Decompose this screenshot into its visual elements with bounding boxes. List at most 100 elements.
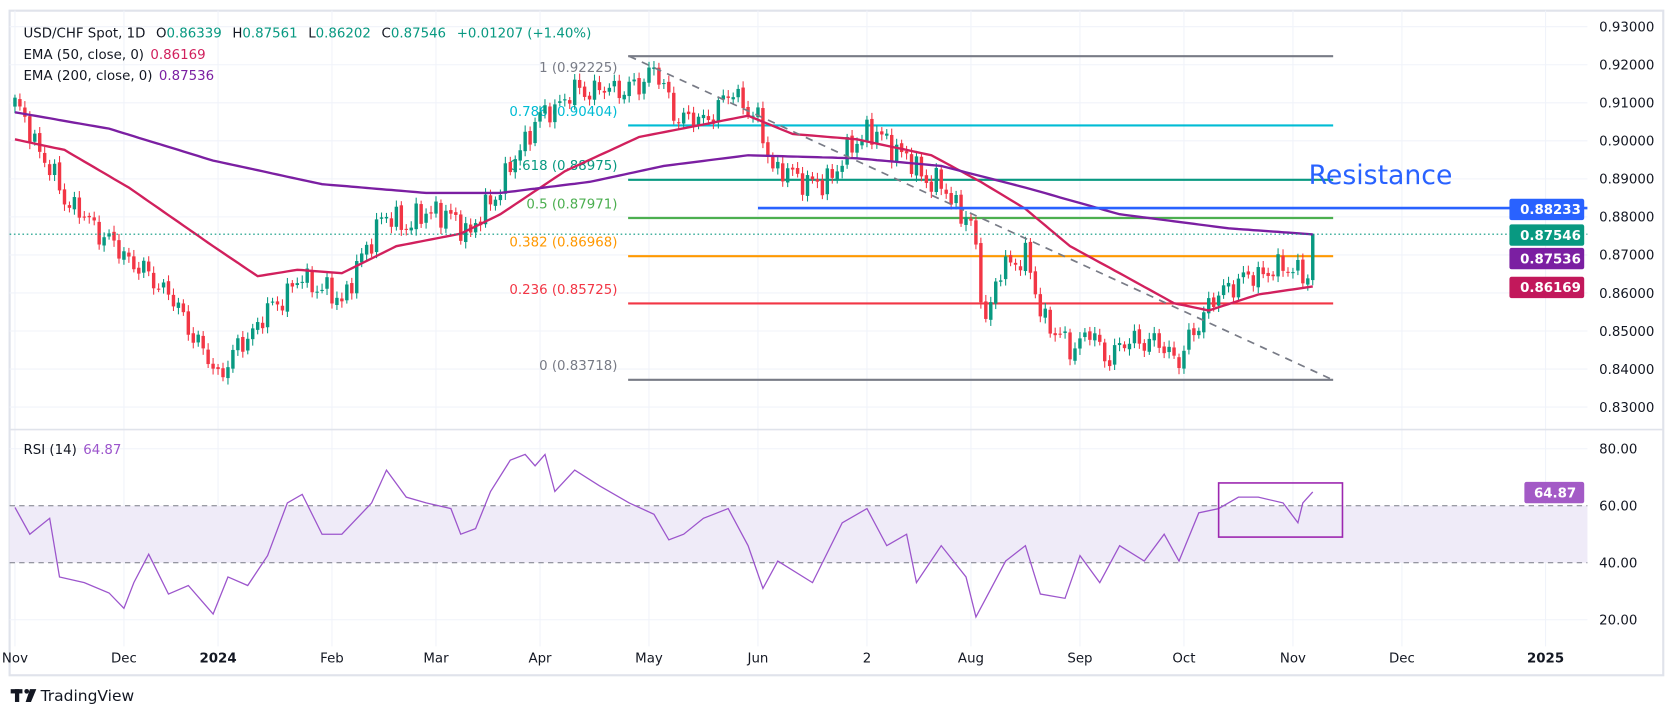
candle-body xyxy=(860,139,864,146)
fib-level-label: 0.236 (0.85725) xyxy=(509,283,617,298)
price-tick-label: 0.85000 xyxy=(1599,325,1654,340)
candles xyxy=(13,61,1315,385)
candle-body xyxy=(1053,333,1057,336)
candle-body xyxy=(776,161,780,169)
candle-body xyxy=(1241,272,1246,278)
candle-body xyxy=(226,367,230,379)
candle-body xyxy=(1271,274,1275,277)
legend-ema200[interactable]: EMA (200, close, 0) 0.87536 xyxy=(24,69,215,84)
candle-body xyxy=(1137,329,1142,344)
candle-body xyxy=(1211,297,1216,308)
candle-body xyxy=(127,252,131,257)
candle-body xyxy=(409,227,413,231)
time-tick-label: 2 xyxy=(863,651,871,666)
candle-body xyxy=(275,301,280,305)
candle-body xyxy=(146,261,151,272)
candle-body xyxy=(1286,271,1290,273)
time-tick-label: Dec xyxy=(1389,651,1415,666)
tradingview-logo[interactable]: TradingView xyxy=(10,687,135,705)
candle-body xyxy=(850,135,854,153)
price-tag-label: 0.86169 xyxy=(1520,281,1581,296)
price-tick-label: 0.87000 xyxy=(1599,249,1654,264)
candle-body xyxy=(1256,267,1260,288)
candle-body xyxy=(1078,338,1082,349)
candle-body xyxy=(577,79,582,88)
candle-body xyxy=(77,197,82,218)
candle-body xyxy=(1266,272,1270,276)
rsi-highlight-box[interactable] xyxy=(1217,482,1344,538)
candle-body xyxy=(731,97,735,100)
close-value: 0.87546 xyxy=(391,26,446,41)
rsi-value: 64.87 xyxy=(83,443,121,458)
candle-body xyxy=(815,179,820,182)
candle-body xyxy=(359,253,364,263)
legend-rsi[interactable]: RSI (14) 64.87 xyxy=(24,443,122,458)
legend-ema50[interactable]: EMA (50, close, 0) 0.86169 xyxy=(24,48,206,63)
candle-body xyxy=(265,303,270,328)
candle-body xyxy=(389,218,394,227)
candle-body xyxy=(38,133,42,152)
rsi-tag-label: 64.87 xyxy=(1534,486,1576,501)
candle-body xyxy=(528,130,532,145)
candle-body xyxy=(300,281,304,283)
candle-body xyxy=(107,233,111,237)
price-axis[interactable]: 0.93000 0.92000 0.91000 0.90000 0.89000 0.880… xyxy=(1509,21,1654,629)
candle-body xyxy=(622,94,626,100)
candle-body xyxy=(691,112,696,126)
rsi-pane xyxy=(14,453,1344,619)
candle-body xyxy=(112,231,116,241)
price-tick-label: 0.86000 xyxy=(1599,287,1654,302)
candle-body xyxy=(335,297,339,305)
price-tick-label: 0.89000 xyxy=(1599,173,1654,188)
rsi-line xyxy=(14,453,1314,619)
candle-body xyxy=(369,244,374,254)
time-tick-label: Feb xyxy=(320,651,344,666)
candle-body xyxy=(191,333,195,343)
candle-body xyxy=(652,67,656,70)
candle-body xyxy=(414,203,418,230)
candle-body xyxy=(454,212,458,215)
time-tick-label: Nov xyxy=(2,651,28,666)
candle-body xyxy=(295,283,300,286)
candle-body xyxy=(42,152,47,163)
candle-body xyxy=(137,267,141,274)
rsi-tick-label: 40.00 xyxy=(1599,557,1637,572)
candle-body xyxy=(904,151,909,154)
candle-body xyxy=(1167,346,1171,353)
candle-body xyxy=(473,223,478,233)
time-axis[interactable]: Nov Dec 2024 Feb Mar Apr May Jun 2 Aug Sep Oct Nov De… xyxy=(2,651,1564,666)
candle-body xyxy=(865,119,869,141)
drawings[interactable]: Resistance xyxy=(9,55,1588,381)
candle-body xyxy=(394,206,399,227)
candle-body xyxy=(1182,350,1186,369)
candle-body xyxy=(612,80,617,87)
candle-body xyxy=(122,251,126,260)
candle-body xyxy=(662,83,666,85)
candle-body xyxy=(186,311,191,335)
candle-body xyxy=(949,192,953,205)
candle-body xyxy=(785,168,790,183)
candle-body xyxy=(1152,333,1156,341)
rsi-band xyxy=(9,505,1588,564)
candle-body xyxy=(929,181,934,192)
candle-body xyxy=(330,277,334,304)
candle-body xyxy=(830,169,834,178)
candle-body xyxy=(1246,271,1251,275)
candle-body xyxy=(513,159,517,173)
candle-body xyxy=(558,101,562,103)
trendline-dashed[interactable] xyxy=(628,55,1333,381)
rsi-tick-label: 20.00 xyxy=(1599,614,1637,629)
candle-body xyxy=(582,86,587,97)
candle-body xyxy=(211,363,215,369)
candle-body xyxy=(870,118,874,145)
candle-body xyxy=(914,156,919,176)
candle-body xyxy=(1127,343,1132,350)
chart-frame xyxy=(8,9,1665,677)
price-tag xyxy=(1509,247,1585,270)
candle-body xyxy=(1192,328,1196,336)
candle-body xyxy=(161,282,166,288)
candle-body xyxy=(677,122,681,124)
ema200-value: 0.87536 xyxy=(159,69,214,84)
candle-body xyxy=(285,283,290,312)
